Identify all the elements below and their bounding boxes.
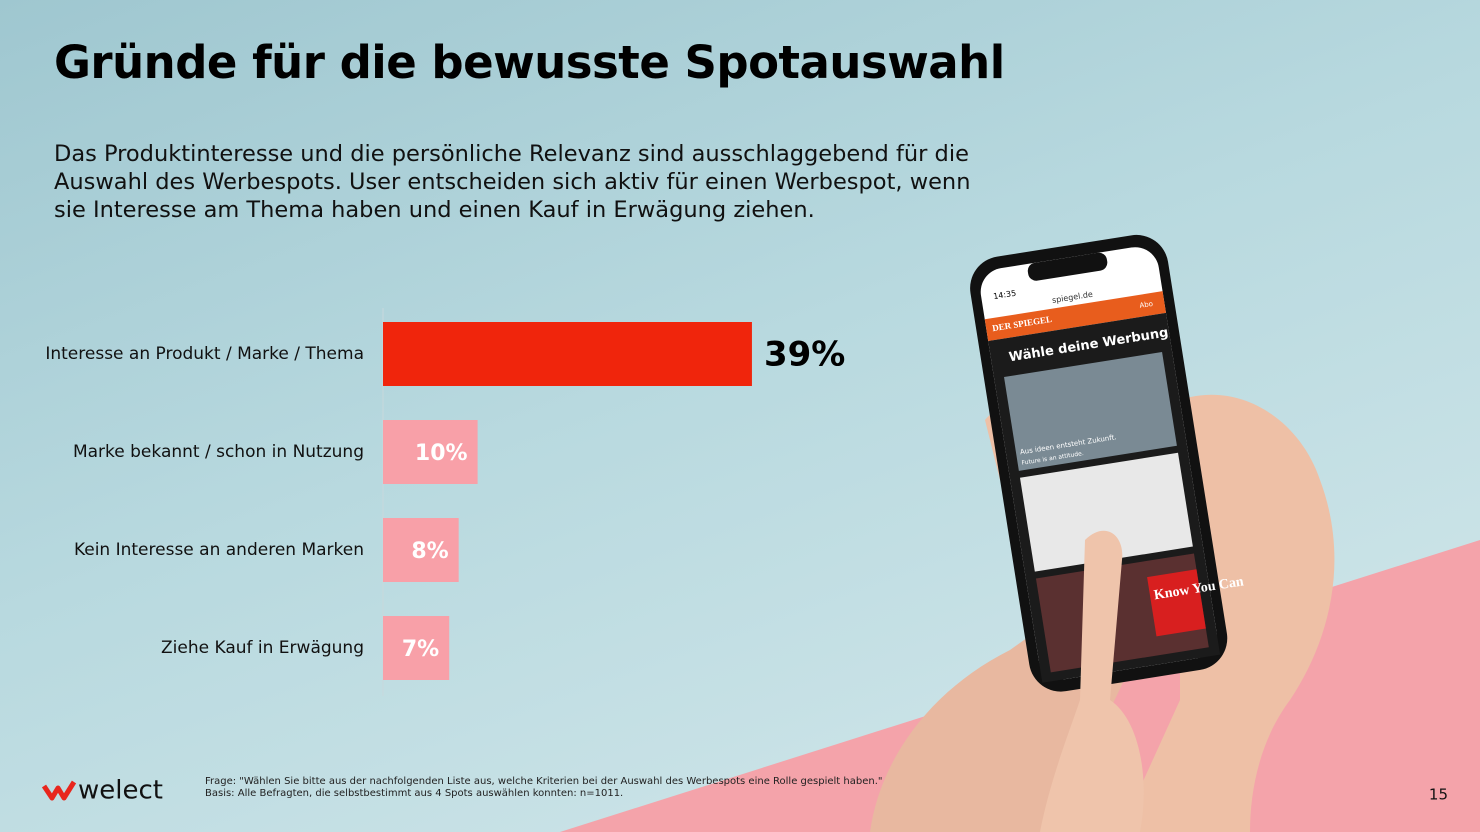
- value-label: 10%: [415, 441, 468, 466]
- bar: [383, 616, 450, 680]
- category-label: Marke bekannt / schon in Nutzung: [73, 442, 364, 462]
- page-number: 15: [1429, 786, 1448, 804]
- value-label: 7%: [402, 637, 439, 662]
- subtitle: Das Produktinteresse und die persönliche…: [54, 141, 971, 223]
- bar-chart: Interesse an Produkt / Marke / Thema 39% M…: [45, 322, 845, 680]
- title: Gründe für die bewusste Spotauswahl: [54, 36, 1005, 89]
- footnote-basis: Basis: Alle Befragten, die selbstbestimm…: [205, 788, 623, 799]
- category-label: Ziehe Kauf in Erwägung: [161, 638, 364, 658]
- value-label: 8%: [411, 539, 448, 564]
- logo-text: welect: [78, 776, 163, 806]
- phone-abo: Abo: [1139, 300, 1154, 310]
- bar: [383, 420, 478, 484]
- logo-icon: [41, 780, 77, 801]
- bar: [383, 322, 752, 386]
- phone-illustration: 14:35 spiegel.de DER SPIEGEL Abo Wähle d…: [870, 234, 1335, 832]
- category-label: Interesse an Produkt / Marke / Thema: [45, 344, 364, 364]
- bar: [383, 518, 459, 582]
- value-label: 39%: [764, 335, 845, 375]
- footnote-question: Frage: "Wählen Sie bitte aus der nachfol…: [205, 776, 882, 787]
- category-label: Kein Interesse an anderen Marken: [74, 540, 364, 560]
- phone-time: 14:35: [993, 289, 1017, 301]
